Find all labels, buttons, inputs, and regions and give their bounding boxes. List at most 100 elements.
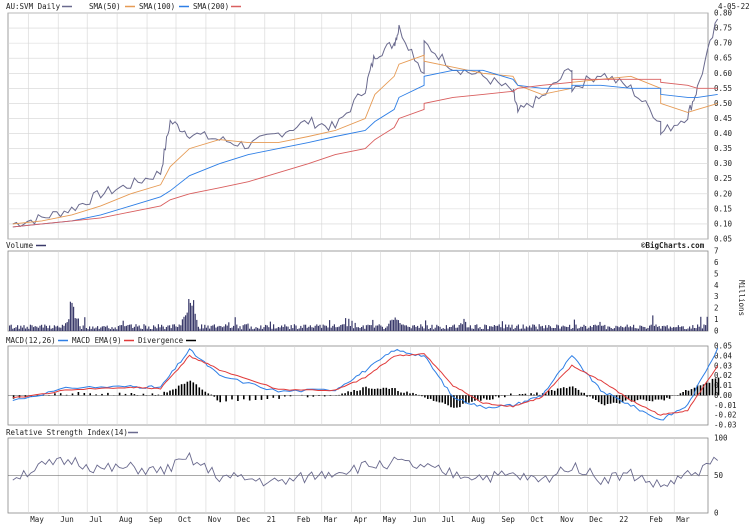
volume-bar bbox=[149, 329, 151, 331]
volume-bar bbox=[535, 326, 537, 331]
volume-bar bbox=[258, 328, 260, 331]
volume-bar bbox=[255, 327, 257, 331]
volume-bar bbox=[458, 325, 460, 331]
divergence-bar bbox=[447, 395, 449, 406]
volume-bar bbox=[421, 326, 423, 331]
volume-bar bbox=[61, 324, 63, 331]
divergence-bar bbox=[266, 395, 269, 399]
volume-bar bbox=[365, 325, 367, 331]
volume-bar bbox=[145, 325, 147, 331]
volume-bar bbox=[465, 321, 467, 331]
divergence-bar bbox=[562, 387, 565, 396]
x-tick-label: Jun bbox=[60, 515, 74, 524]
volume-bar bbox=[471, 328, 473, 331]
divergence-bar bbox=[210, 394, 213, 396]
volume-bar bbox=[516, 325, 518, 331]
volume-bar bbox=[266, 325, 268, 331]
volume-bar bbox=[37, 327, 39, 331]
volume-bar bbox=[473, 328, 475, 331]
volume-bar bbox=[463, 318, 465, 331]
volume-bar bbox=[517, 324, 519, 331]
divergence-bar bbox=[444, 395, 446, 404]
y-tick-label: 0 bbox=[714, 509, 719, 518]
volume-bar bbox=[71, 302, 73, 331]
volume-bar bbox=[633, 324, 635, 331]
volume-bar bbox=[442, 328, 444, 331]
volume-bar bbox=[589, 325, 591, 331]
volume-bar bbox=[117, 326, 119, 331]
volume-bar bbox=[233, 325, 235, 331]
volume-bar bbox=[383, 329, 385, 331]
divergence-bar bbox=[83, 393, 86, 396]
volume-bar bbox=[532, 324, 534, 331]
volume-bar bbox=[570, 328, 572, 331]
divergence-bar bbox=[550, 390, 553, 396]
y-tick-label: 0.00 bbox=[714, 391, 733, 400]
macd-legend: MACD(12,26) MACD EMA(9) Divergence bbox=[6, 336, 196, 345]
divergence-bar bbox=[403, 392, 405, 396]
divergence-bar bbox=[391, 388, 393, 396]
volume-bar bbox=[577, 328, 579, 331]
divergence-bar bbox=[219, 395, 221, 403]
divergence-bar bbox=[657, 395, 660, 400]
divergence-bar bbox=[418, 394, 420, 396]
price-legend: AU:SVM Daily SMA(50) SMA(100) SMA(200) bbox=[6, 2, 241, 11]
volume-bar bbox=[357, 327, 359, 331]
divergence-bar bbox=[597, 395, 600, 403]
volume-bar bbox=[42, 327, 44, 331]
volume-bar bbox=[60, 327, 62, 331]
volume-bar bbox=[684, 329, 686, 331]
volume-bar bbox=[533, 324, 535, 331]
divergence-bar bbox=[237, 395, 239, 401]
volume-bar bbox=[578, 328, 580, 331]
volume-bar bbox=[324, 325, 326, 331]
volume-bar bbox=[20, 325, 22, 331]
divergence-bar bbox=[166, 392, 168, 396]
volume-bar bbox=[677, 325, 679, 331]
volume-bar bbox=[349, 326, 351, 331]
volume-bar bbox=[604, 324, 606, 331]
divergence-bar bbox=[54, 393, 56, 396]
volume-bar bbox=[284, 324, 286, 331]
volume-bar bbox=[341, 324, 343, 331]
volume-bar bbox=[429, 328, 431, 331]
volume-bar bbox=[31, 325, 33, 331]
y-tick-label: 0.80 bbox=[714, 9, 733, 18]
y-tick-label: 0.70 bbox=[714, 39, 733, 48]
volume-bar bbox=[119, 325, 121, 331]
volume-bar bbox=[242, 325, 244, 331]
volume-bar bbox=[197, 326, 199, 331]
volume-bar bbox=[273, 324, 275, 331]
sma100-line bbox=[12, 69, 718, 228]
divergence-bar bbox=[341, 393, 343, 396]
y-tick-label: 0.55 bbox=[714, 84, 732, 93]
volume-bar bbox=[652, 315, 654, 331]
volume-bar bbox=[649, 325, 651, 331]
divergence-bar bbox=[571, 386, 574, 396]
divergence-bar bbox=[388, 388, 390, 396]
legend-price-label: AU:SVM Daily bbox=[6, 2, 61, 11]
divergence-bar bbox=[668, 395, 671, 399]
watermark: ©BigCharts.com bbox=[641, 241, 705, 250]
volume-bar bbox=[493, 325, 495, 331]
volume-bar bbox=[327, 327, 329, 331]
volume-bar bbox=[391, 319, 393, 331]
volume-bar bbox=[25, 328, 27, 331]
divergence-bar bbox=[318, 395, 320, 396]
volume-bar bbox=[185, 315, 187, 331]
volume-bar bbox=[44, 324, 46, 331]
volume-bar bbox=[49, 325, 51, 331]
volume-bar bbox=[551, 327, 553, 331]
y-tick-label: -0.02 bbox=[714, 411, 737, 420]
volume-bar bbox=[253, 328, 255, 331]
volume-bar bbox=[658, 326, 660, 331]
divergence-bar bbox=[553, 390, 556, 396]
volume-bar bbox=[297, 329, 299, 331]
divergence-bar bbox=[627, 395, 630, 400]
divergence-bar bbox=[583, 392, 585, 396]
divergence-bar bbox=[486, 395, 488, 400]
volume-bar bbox=[679, 327, 681, 331]
divergence-bar bbox=[504, 395, 506, 398]
volume-bar bbox=[625, 326, 627, 331]
volume-bar bbox=[309, 325, 311, 331]
